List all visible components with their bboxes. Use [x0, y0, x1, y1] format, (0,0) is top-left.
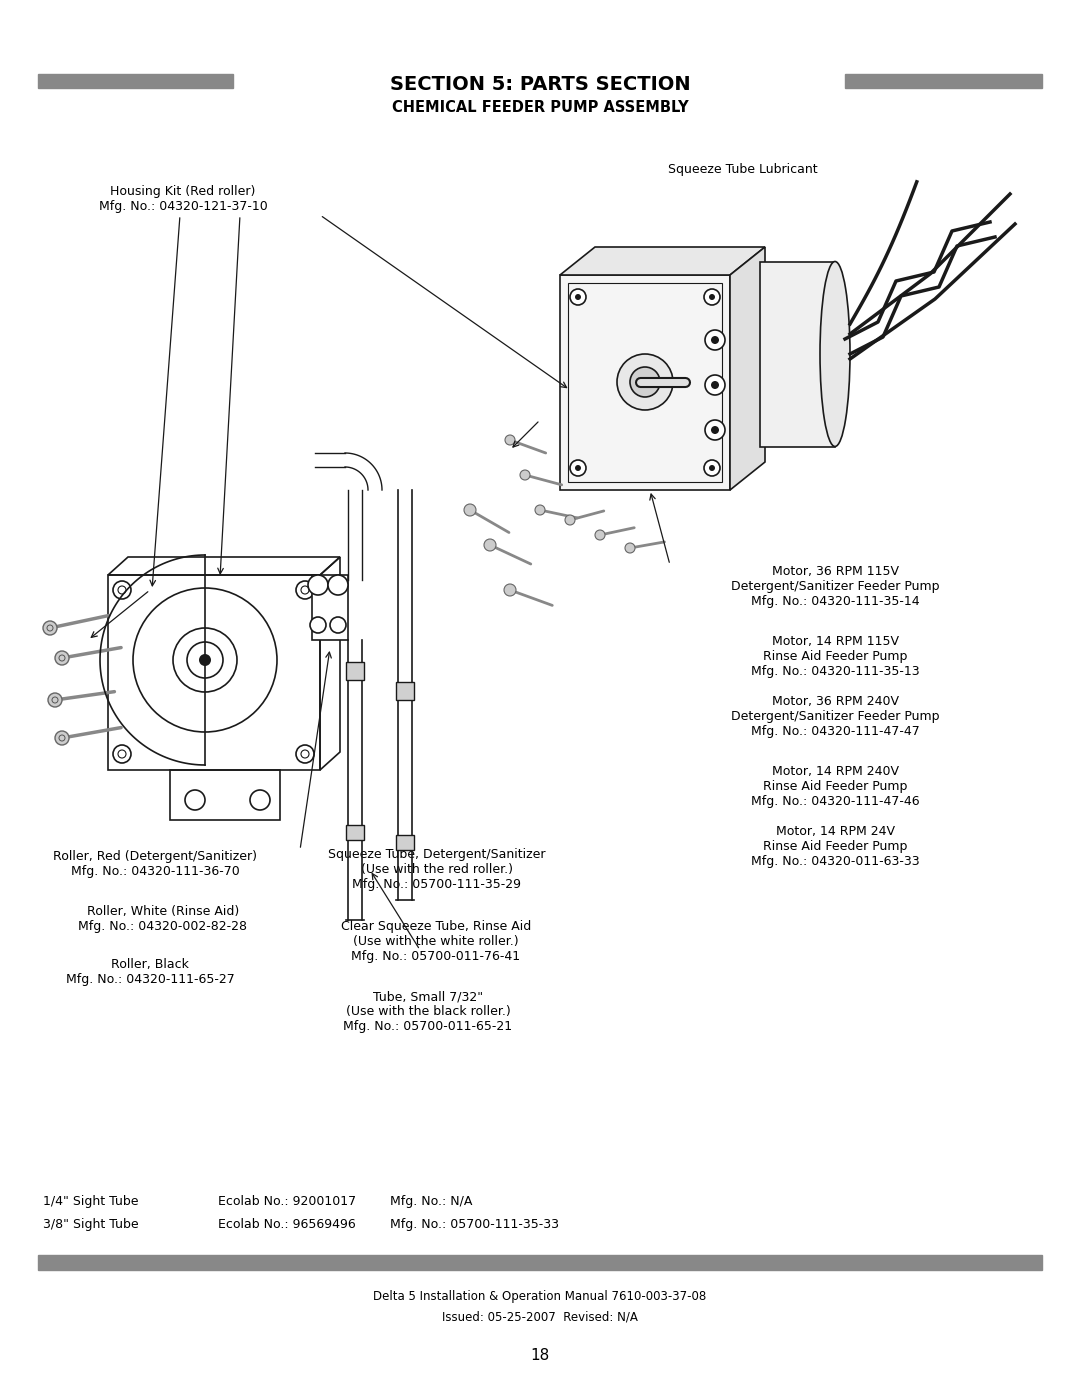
Circle shape: [310, 617, 326, 633]
Text: Housing Kit (Red roller)
Mfg. No.: 04320-121-37-10: Housing Kit (Red roller) Mfg. No.: 04320…: [98, 184, 268, 212]
Circle shape: [328, 576, 348, 595]
Circle shape: [43, 622, 57, 636]
Text: Ecolab No.: 92001017: Ecolab No.: 92001017: [218, 1194, 356, 1208]
Polygon shape: [730, 247, 765, 490]
Text: Motor, 36 RPM 115V
Detergent/Sanitizer Feeder Pump
Mfg. No.: 04320-111-35-14: Motor, 36 RPM 115V Detergent/Sanitizer F…: [731, 564, 940, 608]
Circle shape: [570, 289, 586, 305]
Circle shape: [296, 581, 314, 599]
Polygon shape: [561, 275, 730, 490]
Circle shape: [708, 293, 715, 300]
Text: Motor, 36 RPM 240V
Detergent/Sanitizer Feeder Pump
Mfg. No.: 04320-111-47-47: Motor, 36 RPM 240V Detergent/Sanitizer F…: [731, 694, 940, 738]
Circle shape: [535, 504, 545, 515]
Ellipse shape: [820, 261, 850, 447]
Circle shape: [705, 330, 725, 351]
Circle shape: [711, 337, 719, 344]
Text: Mfg. No.: 05700-111-35-33: Mfg. No.: 05700-111-35-33: [390, 1218, 559, 1231]
Circle shape: [595, 529, 605, 541]
Circle shape: [705, 420, 725, 440]
Circle shape: [711, 381, 719, 388]
Circle shape: [575, 293, 581, 300]
Circle shape: [565, 515, 575, 525]
Text: Squeeze Tube Lubricant: Squeeze Tube Lubricant: [669, 163, 818, 176]
Bar: [346, 826, 364, 840]
Circle shape: [705, 374, 725, 395]
Text: Motor, 14 RPM 240V
Rinse Aid Feeder Pump
Mfg. No.: 04320-111-47-46: Motor, 14 RPM 240V Rinse Aid Feeder Pump…: [751, 766, 919, 807]
Bar: [396, 682, 414, 700]
Circle shape: [519, 469, 530, 481]
Circle shape: [704, 289, 720, 305]
Circle shape: [330, 617, 346, 633]
Text: Roller, White (Rinse Aid)
Mfg. No.: 04320-002-82-28: Roller, White (Rinse Aid) Mfg. No.: 0432…: [79, 905, 247, 933]
Text: 3/8" Sight Tube: 3/8" Sight Tube: [43, 1218, 138, 1231]
Text: Ecolab No.: 96569496: Ecolab No.: 96569496: [218, 1218, 355, 1231]
Text: Clear Squeeze Tube, Rinse Aid
(Use with the white roller.)
Mfg. No.: 05700-011-7: Clear Squeeze Tube, Rinse Aid (Use with …: [341, 921, 531, 963]
Text: Tube, Small 7/32"
(Use with the black roller.)
Mfg. No.: 05700-011-65-21: Tube, Small 7/32" (Use with the black ro…: [343, 990, 513, 1032]
Circle shape: [630, 367, 660, 397]
Text: SECTION 5: PARTS SECTION: SECTION 5: PARTS SECTION: [390, 75, 690, 94]
Text: Mfg. No.: N/A: Mfg. No.: N/A: [390, 1194, 472, 1208]
Circle shape: [575, 465, 581, 471]
Bar: [170, 770, 280, 820]
Circle shape: [249, 789, 270, 810]
Text: Motor, 14 RPM 115V
Rinse Aid Feeder Pump
Mfg. No.: 04320-111-35-13: Motor, 14 RPM 115V Rinse Aid Feeder Pump…: [751, 636, 919, 678]
Circle shape: [484, 539, 496, 550]
Circle shape: [625, 543, 635, 553]
Bar: [312, 576, 348, 640]
Bar: [346, 662, 364, 680]
Circle shape: [48, 693, 62, 707]
Circle shape: [464, 504, 476, 515]
Text: Squeeze Tube, Detergent/Sanitizer
(Use with the red roller.)
Mfg. No.: 05700-111: Squeeze Tube, Detergent/Sanitizer (Use w…: [328, 848, 545, 891]
Circle shape: [113, 581, 131, 599]
Bar: [845, 74, 1042, 88]
Circle shape: [570, 460, 586, 476]
Circle shape: [308, 576, 328, 595]
Polygon shape: [561, 247, 765, 275]
Bar: [38, 1255, 1042, 1270]
Bar: [38, 74, 233, 88]
Circle shape: [199, 654, 211, 666]
Text: Issued: 05-25-2007  Revised: N/A: Issued: 05-25-2007 Revised: N/A: [442, 1310, 638, 1323]
Circle shape: [504, 584, 516, 597]
Circle shape: [704, 460, 720, 476]
Circle shape: [55, 651, 69, 665]
Circle shape: [617, 353, 673, 409]
Text: Motor, 14 RPM 24V
Rinse Aid Feeder Pump
Mfg. No.: 04320-011-63-33: Motor, 14 RPM 24V Rinse Aid Feeder Pump …: [751, 826, 919, 868]
Text: Roller, Black
Mfg. No.: 04320-111-65-27: Roller, Black Mfg. No.: 04320-111-65-27: [66, 958, 234, 986]
Text: Roller, Red (Detergent/Sanitizer)
Mfg. No.: 04320-111-36-70: Roller, Red (Detergent/Sanitizer) Mfg. N…: [53, 849, 257, 877]
Circle shape: [708, 465, 715, 471]
Text: CHEMICAL FEEDER PUMP ASSEMBLY: CHEMICAL FEEDER PUMP ASSEMBLY: [392, 101, 688, 115]
Circle shape: [55, 731, 69, 745]
Circle shape: [296, 745, 314, 763]
Circle shape: [113, 745, 131, 763]
Text: Delta 5 Installation & Operation Manual 7610-003-37-08: Delta 5 Installation & Operation Manual …: [374, 1289, 706, 1303]
Text: 1/4" Sight Tube: 1/4" Sight Tube: [43, 1194, 138, 1208]
Circle shape: [711, 426, 719, 434]
Text: 18: 18: [530, 1348, 550, 1363]
Bar: [396, 835, 414, 849]
Circle shape: [185, 789, 205, 810]
Circle shape: [505, 434, 515, 446]
Polygon shape: [760, 263, 835, 447]
